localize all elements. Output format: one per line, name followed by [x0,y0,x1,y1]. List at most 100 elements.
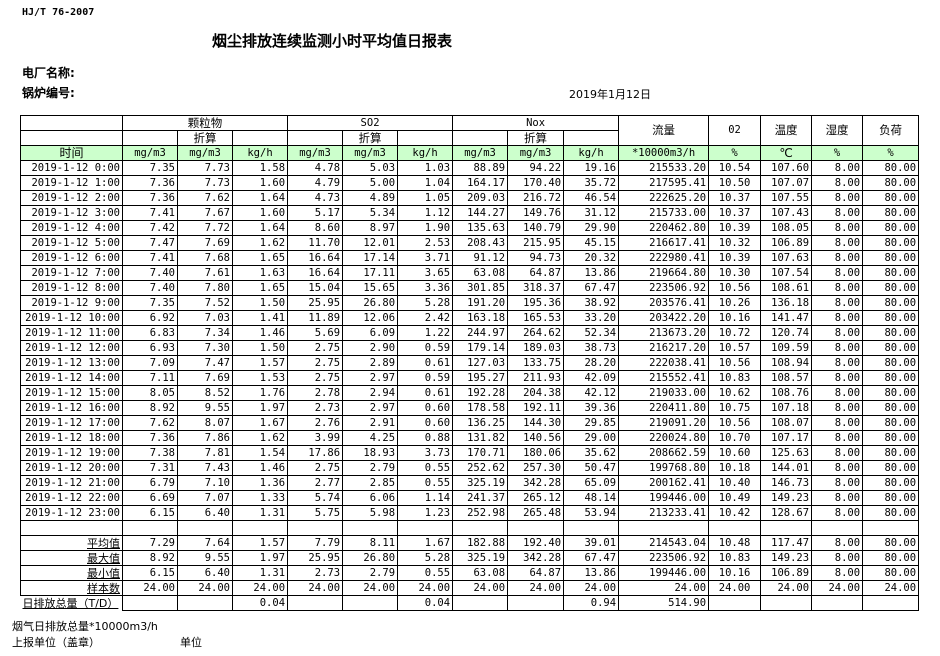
value-cell: 182.88 [452,535,509,551]
value-cell: 26.80 [342,550,399,566]
value-cell: 1.62 [231,430,289,446]
value-cell: 10.37 [708,190,762,206]
value-cell: 170.71 [452,445,509,461]
value-cell: 2.85 [342,475,399,491]
value-cell: 215552.41 [618,370,710,386]
value-cell [507,595,565,611]
value-cell: 7.34 [177,325,233,341]
value-cell [177,595,233,611]
table-row: 2019-1-12 19:00 7.38 7.81 1.54 17.86 18.93 3.7… [20,445,920,461]
value-cell: 80.00 [862,235,920,251]
value-cell: 222625.20 [618,190,710,206]
value-cell: 146.73 [760,475,813,491]
value-cell: 8.00 [811,535,864,551]
time-cell: 2019-1-12 4:00 [20,220,123,236]
value-cell: 108.05 [760,220,813,236]
value-cell: 26.80 [342,295,399,311]
value-cell: 7.35 [122,295,178,311]
value-cell: 7.62 [122,415,178,431]
value-cell: 9.55 [177,550,233,566]
value-cell: 25.95 [287,295,344,311]
value-cell: 39.01 [563,535,620,551]
value-cell: 8.00 [811,340,864,356]
table-row: 2019-1-12 1:00 7.36 7.73 1.60 4.79 5.00 1.04 16… [20,175,920,191]
value-cell: 136.25 [452,415,509,431]
value-cell: 3.99 [287,430,344,446]
value-cell: 7.03 [177,310,233,326]
value-cell: 9.55 [177,400,233,416]
value-cell: 0.59 [397,340,454,356]
value-cell: 7.31 [122,460,178,476]
value-cell: 1.31 [231,565,289,581]
time-cell: 2019-1-12 3:00 [20,205,123,221]
value-cell [122,595,178,611]
value-cell: 10.32 [708,235,762,251]
value-cell: 25.95 [287,550,344,566]
value-cell: 222038.41 [618,355,710,371]
table-row: 2019-1-12 12:00 6.93 7.30 1.50 2.75 2.90 0.59 1… [20,340,920,356]
summary-label: 最小值 [20,565,123,581]
value-cell: 24.00 [507,580,565,596]
value-cell: 163.18 [452,310,509,326]
value-cell: 94.73 [507,250,565,266]
value-cell: 0.04 [397,595,454,611]
value-cell: 149.23 [760,490,813,506]
value-cell: 8.00 [811,295,864,311]
value-cell: 80.00 [862,220,920,236]
value-cell: 216.72 [507,190,565,206]
value-cell: 8.00 [811,475,864,491]
value-cell: 10.56 [708,355,762,371]
value-cell: 7.68 [177,250,233,266]
value-cell: 7.41 [122,205,178,221]
value-cell: 29.90 [563,220,620,236]
value-cell: 165.53 [507,310,565,326]
summary-label: 最大值 [20,550,123,566]
header-load: 负荷 [862,115,920,146]
value-cell: 1.64 [231,190,289,206]
value-cell: 80.00 [862,445,920,461]
value-cell: 214543.04 [618,535,710,551]
value-cell: 203576.41 [618,295,710,311]
value-cell [708,595,762,611]
value-cell: 64.87 [507,565,565,581]
value-cell: 140.79 [507,220,565,236]
value-cell: 5.98 [342,505,399,521]
time-cell: 2019-1-12 0:00 [20,160,123,176]
header-row-units: 时间 mg/m3 mg/m3 kg/h mg/m3 mg/m3 kg/h mg/m3 mg/m3… [20,145,920,161]
value-cell: 128.67 [760,505,813,521]
value-cell: 8.60 [287,220,344,236]
header-converted: 折算 [507,130,565,146]
value-cell: 10.48 [708,535,762,551]
value-cell: 2.75 [287,370,344,386]
blank-row [20,520,920,536]
value-cell: 220411.80 [618,400,710,416]
standard-code: HJ/T 76-2007 [22,7,95,18]
value-cell: 264.62 [507,325,565,341]
value-cell: 2.75 [287,355,344,371]
value-cell: 199446.00 [618,490,710,506]
header-converted: 折算 [342,130,399,146]
value-cell: 216617.41 [618,235,710,251]
value-cell: 1.64 [231,220,289,236]
value-cell: 1.60 [231,205,289,221]
value-cell: 1.50 [231,340,289,356]
value-cell: 213673.20 [618,325,710,341]
value-cell: 8.00 [811,325,864,341]
blank-cell [177,520,233,536]
value-cell: 144.30 [507,415,565,431]
value-cell: 17.14 [342,250,399,266]
value-cell: 80.00 [862,205,920,221]
value-cell: 7.11 [122,370,178,386]
value-cell: 24.00 [287,580,344,596]
value-cell: 8.00 [811,175,864,191]
time-cell: 2019-1-12 7:00 [20,265,123,281]
value-cell: 131.82 [452,430,509,446]
value-cell: 301.85 [452,280,509,296]
value-cell: 7.86 [177,430,233,446]
value-cell: 2.91 [342,415,399,431]
value-cell: 107.17 [760,430,813,446]
value-cell: 10.39 [708,250,762,266]
time-cell: 2019-1-12 11:00 [20,325,123,341]
value-cell: 80.00 [862,370,920,386]
value-cell: 200162.41 [618,475,710,491]
